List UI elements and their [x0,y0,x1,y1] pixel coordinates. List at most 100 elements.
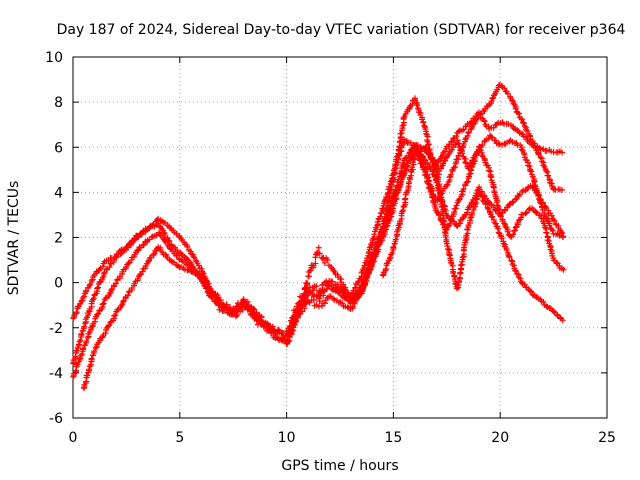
data-point [84,334,91,341]
x-tick-label: 15 [384,430,402,446]
data-point [448,138,455,145]
data-point [344,292,351,299]
data-point [399,122,406,129]
data-point [321,259,328,266]
data-point [73,347,80,354]
data-point [519,211,526,218]
data-point [479,142,486,149]
data-point [452,205,459,212]
data-point [80,345,87,352]
data-point [366,266,373,273]
data-point [457,262,464,269]
data-point [559,317,566,324]
data-point [543,167,550,174]
data-point [341,286,348,293]
data-point [550,216,557,223]
data-point [124,292,131,299]
data-point [452,280,459,287]
data-point [265,321,272,328]
data-point [248,303,255,310]
data-point [214,297,221,304]
data-point [111,312,118,319]
data-point [409,164,416,171]
data-point [389,249,396,256]
y-axis-label: SDTVAR / TECUs [6,181,22,296]
data-point [167,245,174,252]
data-point [514,219,521,226]
data-point [444,181,451,188]
data-point [512,267,519,274]
data-point [95,310,102,317]
data-point [442,234,449,241]
data-point [542,224,549,231]
data-point [226,304,233,311]
data-point [544,217,551,224]
data-point [77,355,84,362]
data-point [560,233,567,240]
data-point [510,231,517,238]
data-point [378,209,385,216]
data-point [316,250,323,257]
data-points [70,81,567,392]
data-point [243,299,250,306]
data-point [150,251,157,258]
data-point [94,284,101,291]
data-point [495,140,502,147]
data-point [317,292,324,299]
data-point [275,326,282,333]
data-point [543,229,550,236]
data-point [376,234,383,241]
data-point [309,290,316,297]
data-point [290,316,297,323]
data-point [551,217,558,224]
data-point [519,116,526,123]
data-point [136,271,143,278]
data-point [559,149,566,156]
data-point [402,167,409,174]
data-point [214,292,221,299]
data-point [100,300,107,307]
data-point [447,171,454,178]
data-point [301,292,308,299]
data-point [300,293,307,300]
data-point [492,220,499,227]
data-point [431,157,438,164]
data-point [533,209,540,216]
data-point [195,262,202,269]
y-tick-label: -4 [49,366,63,382]
data-point [396,181,403,188]
data-point [416,157,423,164]
data-point [447,138,454,145]
data-point [424,180,431,187]
data-point [424,160,431,167]
data-point [453,202,460,209]
series-day-6 [379,144,566,324]
data-point [505,120,512,127]
data-point [520,120,527,127]
data-point [401,155,408,162]
data-point [536,195,543,202]
data-point [539,206,546,213]
data-point [512,196,519,203]
data-point [455,152,462,159]
data-point [559,229,566,236]
data-point [482,201,489,208]
data-point [290,321,297,328]
data-point [441,229,448,236]
data-point [105,323,112,330]
y-tick-label: 8 [54,95,63,111]
data-point [502,223,509,230]
data-point [469,161,476,168]
data-point [233,308,240,315]
data-point [91,348,98,355]
data-point [304,280,311,287]
data-point [218,299,225,306]
data-point [384,260,391,267]
data-point [459,254,466,261]
data-point [509,199,516,206]
data-point [117,251,124,258]
data-point [467,166,474,173]
data-point [457,147,464,154]
data-point [87,361,94,368]
